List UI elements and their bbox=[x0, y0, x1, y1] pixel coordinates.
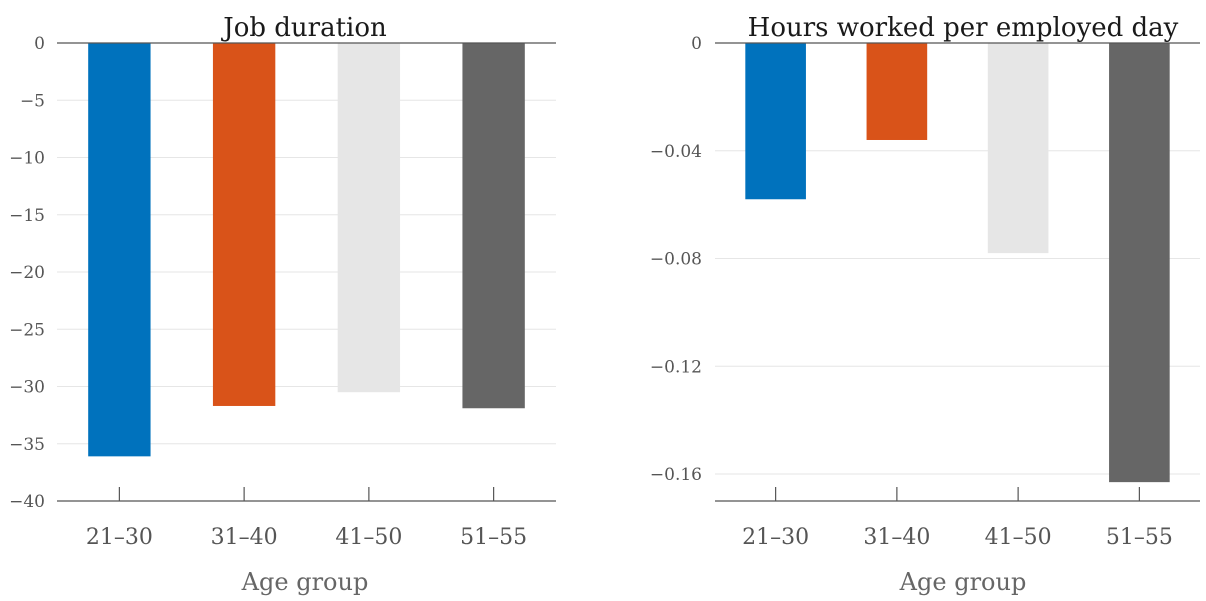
bar-2 bbox=[213, 43, 275, 406]
y-tick-label: −25 bbox=[9, 320, 45, 340]
y-tick-label: −40 bbox=[9, 492, 45, 512]
y-tick-label: −0.04 bbox=[650, 142, 702, 162]
x-tick-label: 51–55 bbox=[1106, 525, 1173, 550]
x-tick-label: 21–30 bbox=[742, 525, 809, 550]
x-tick-label: 31–40 bbox=[863, 525, 930, 550]
x-tick-label: 41–50 bbox=[335, 525, 402, 550]
y-tick-label: −30 bbox=[9, 378, 45, 398]
y-tick-label: −35 bbox=[9, 435, 45, 455]
y-tick-label: −20 bbox=[9, 263, 45, 283]
y-tick-label: 0 bbox=[34, 34, 45, 54]
y-tick-label: −0.16 bbox=[650, 465, 702, 485]
x-axis-label: Age group bbox=[241, 568, 369, 596]
chart-title: Hours worked per employed day bbox=[748, 13, 1179, 43]
chart-panel-hours-worked: Hours worked per employed day Age group … bbox=[650, 13, 1200, 596]
x-axis-label: Age group bbox=[899, 568, 1027, 596]
bar-3 bbox=[338, 43, 400, 392]
x-tick-label: 31–40 bbox=[211, 525, 278, 550]
bar-3 bbox=[988, 43, 1049, 253]
y-tick-label: 0 bbox=[691, 34, 702, 54]
chart-panel-job-duration: Job duration Age group 0 −5 −10 −15 −20 −25 −3… bbox=[9, 13, 556, 596]
y-tick-label: −5 bbox=[20, 91, 45, 111]
y-tick-label: −0.08 bbox=[650, 250, 702, 270]
x-tick-label: 41–50 bbox=[985, 525, 1052, 550]
bar-4 bbox=[1109, 43, 1170, 482]
y-tick-label: −0.12 bbox=[650, 357, 702, 377]
bar-1 bbox=[745, 43, 806, 199]
y-tick-label: −15 bbox=[9, 206, 45, 226]
bar-1 bbox=[88, 43, 150, 456]
x-tick-label: 21–30 bbox=[86, 525, 153, 550]
x-tick-label: 51–55 bbox=[460, 525, 527, 550]
y-tick-label: −10 bbox=[9, 149, 45, 169]
bar-4 bbox=[462, 43, 524, 408]
chart-title: Job duration bbox=[220, 13, 387, 43]
bar-2 bbox=[867, 43, 928, 140]
